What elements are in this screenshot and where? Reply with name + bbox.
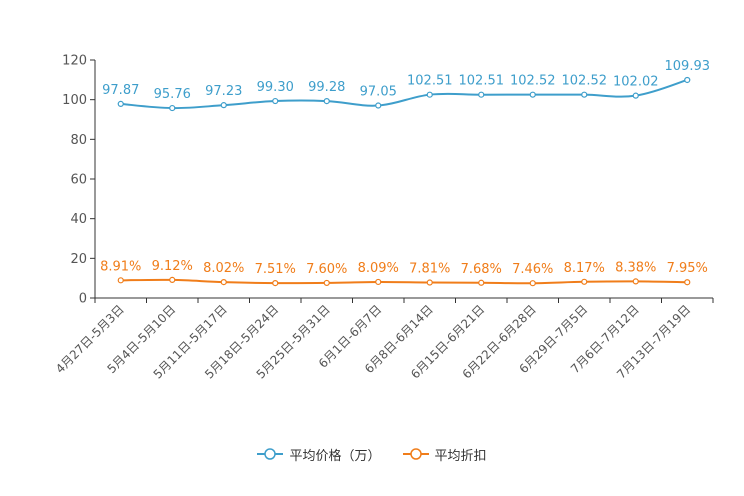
data-label: 97.87 xyxy=(102,83,139,98)
data-label: 102.51 xyxy=(459,74,505,89)
data-point xyxy=(323,279,330,287)
data-point xyxy=(323,97,330,105)
data-point xyxy=(581,278,588,285)
data-point xyxy=(684,76,691,84)
data-label: 99.30 xyxy=(257,80,294,95)
data-label: 102.52 xyxy=(562,74,608,89)
data-label: 109.93 xyxy=(665,59,711,74)
data-point xyxy=(220,102,227,109)
data-point xyxy=(581,91,588,98)
data-point xyxy=(426,91,433,98)
data-label: 9.12% xyxy=(152,259,193,274)
data-point xyxy=(529,280,536,287)
y-tick-label: 80 xyxy=(70,133,87,148)
y-tick-label: 0 xyxy=(79,292,87,307)
chart-legend: 平均价格（万） 平均折扣 xyxy=(0,444,744,464)
data-label: 102.52 xyxy=(510,74,556,89)
data-label: 102.02 xyxy=(613,75,659,90)
data-point xyxy=(272,280,279,287)
legend-label-average-discount: 平均折扣 xyxy=(434,448,487,464)
data-label: 8.91% xyxy=(100,259,141,274)
legend-item-average-discount[interactable]: 平均折扣 xyxy=(402,445,487,464)
data-point xyxy=(529,91,536,98)
data-label: 7.60% xyxy=(306,262,347,277)
data-point xyxy=(632,278,639,285)
data-label: 97.05 xyxy=(360,85,397,100)
data-point xyxy=(169,104,176,112)
data-label: 8.17% xyxy=(564,261,605,276)
data-point xyxy=(478,91,485,98)
y-tick-label: 20 xyxy=(70,252,87,267)
data-label: 8.38% xyxy=(615,260,656,275)
data-point xyxy=(478,279,485,286)
series-line-1 xyxy=(120,79,688,110)
data-point xyxy=(117,100,124,107)
y-tick-label: 120 xyxy=(62,54,87,69)
legend-label-average-price: 平均价格（万） xyxy=(289,448,381,464)
data-point xyxy=(375,102,382,109)
data-label: 8.02% xyxy=(203,261,244,276)
data-point xyxy=(272,97,279,105)
data-point xyxy=(426,279,433,286)
data-label: 8.09% xyxy=(358,261,399,276)
data-label: 99.28 xyxy=(308,80,345,95)
data-label: 7.81% xyxy=(409,262,450,277)
legend-marker-icon xyxy=(257,448,284,460)
data-label: 102.51 xyxy=(407,74,453,89)
data-point xyxy=(117,277,124,284)
data-point xyxy=(684,279,691,286)
data-label: 7.95% xyxy=(667,261,708,276)
series-line-2 xyxy=(120,278,688,285)
data-label: 7.46% xyxy=(512,262,553,277)
data-label: 7.68% xyxy=(461,262,502,277)
data-label: 97.23 xyxy=(205,84,242,99)
data-point xyxy=(375,278,382,286)
legend-marker-icon xyxy=(402,448,429,460)
data-label: 95.76 xyxy=(154,87,191,102)
data-point xyxy=(220,278,227,286)
y-tick-label: 60 xyxy=(70,173,87,188)
data-point xyxy=(169,276,176,284)
legend-item-average-price[interactable]: 平均价格（万） xyxy=(257,445,381,464)
y-tick-label: 100 xyxy=(62,93,87,108)
data-point xyxy=(632,92,639,99)
data-label: 7.51% xyxy=(255,262,296,277)
y-tick-label: 40 xyxy=(70,212,87,227)
